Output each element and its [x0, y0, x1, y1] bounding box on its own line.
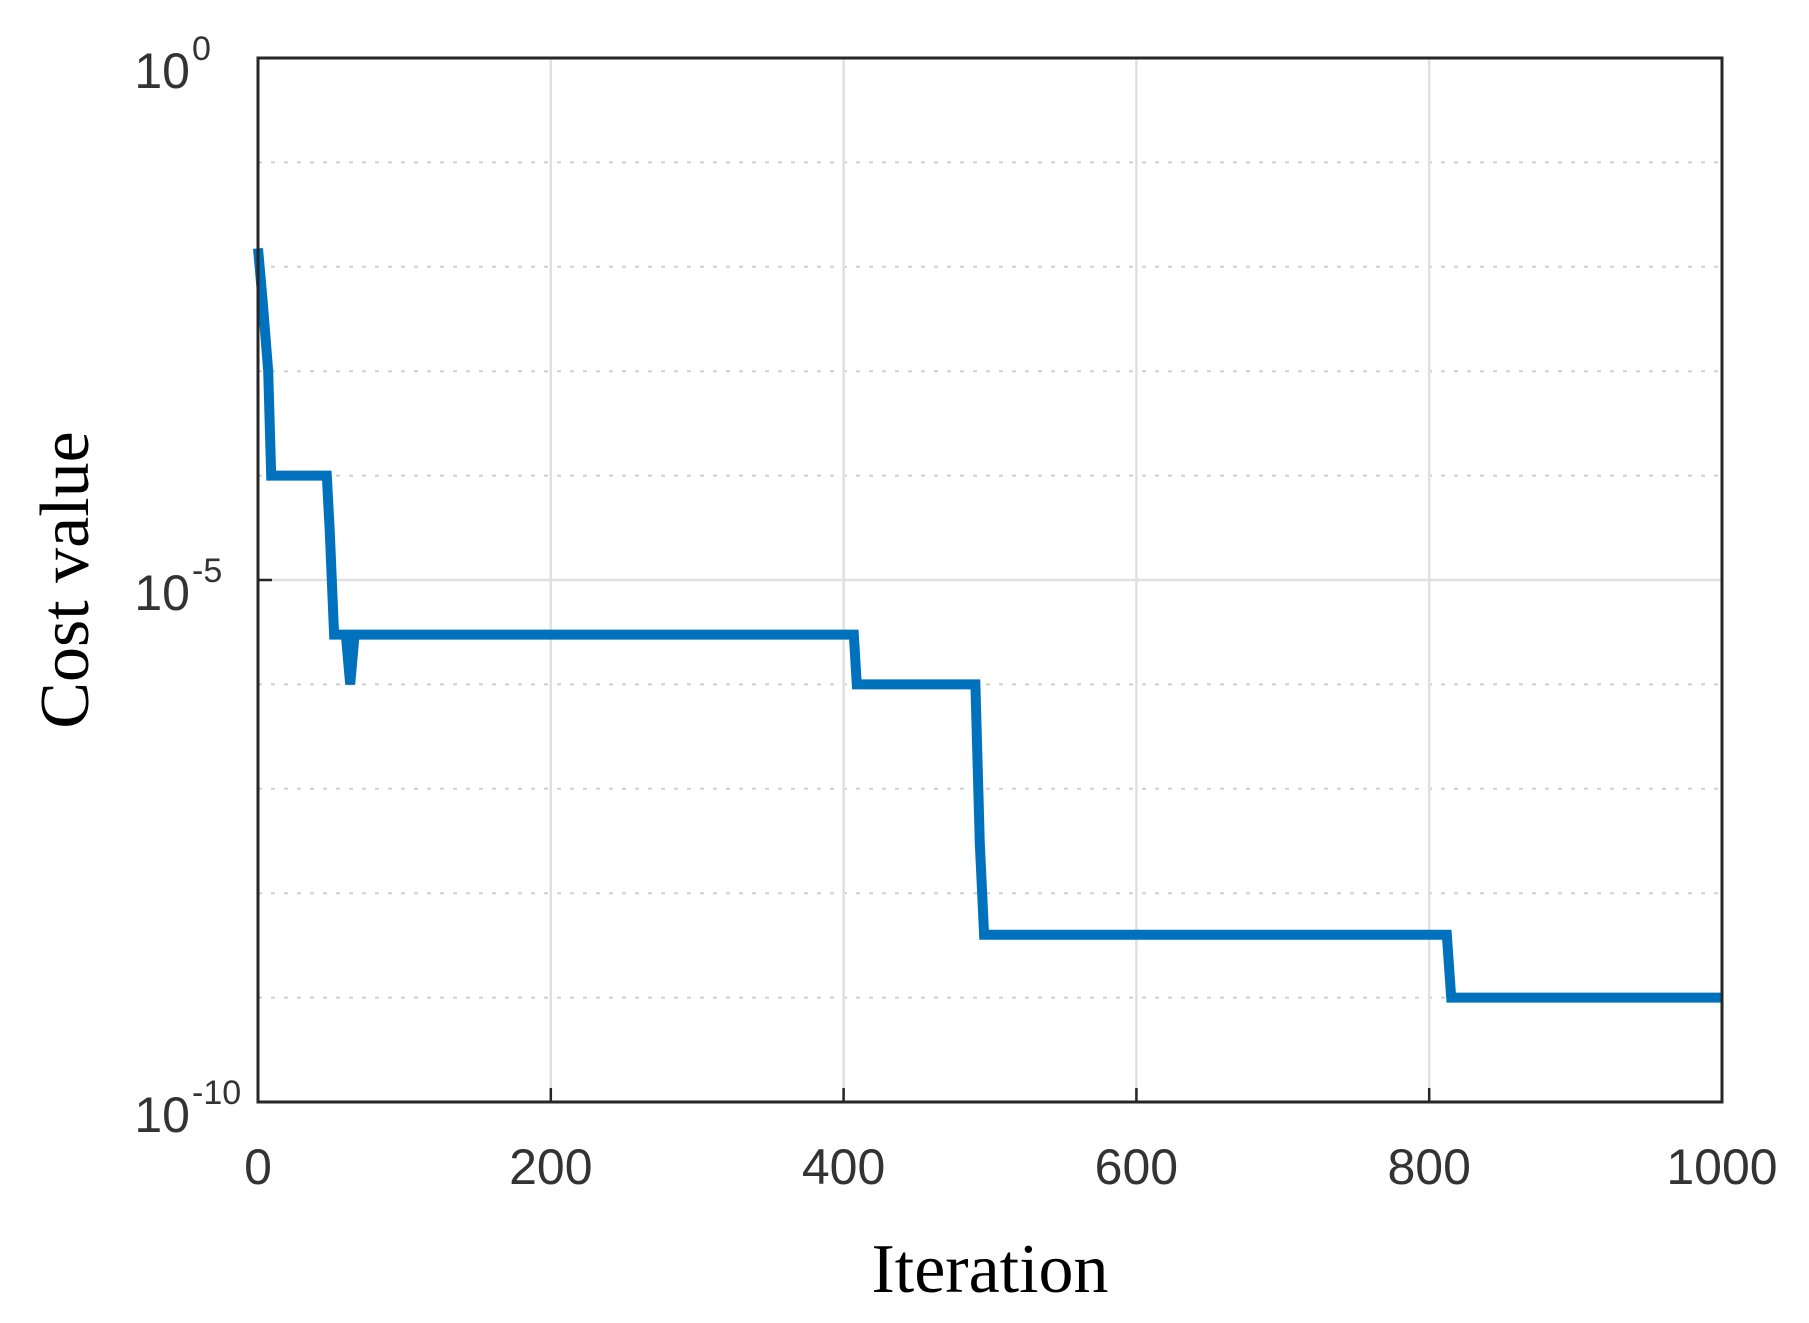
x-tick-label: 600 — [1095, 1139, 1178, 1195]
x-tick-label: 400 — [802, 1139, 885, 1195]
series-line — [253, 247, 1722, 1003]
y-tick-base: 10 — [134, 565, 190, 621]
series-layer — [253, 247, 1722, 1003]
x-tick-label: 0 — [244, 1139, 272, 1195]
y-axis-title: Cost value — [27, 431, 104, 728]
y-tick-label: 10 0 — [134, 30, 211, 99]
y-tick-base: 10 — [134, 43, 190, 99]
y-tick-base: 10 — [134, 1087, 190, 1143]
grid — [258, 58, 1722, 1102]
y-tick-label: 10 -5 — [134, 552, 222, 621]
x-tick-label: 200 — [509, 1139, 592, 1195]
y-tick-exponent: -10 — [192, 1074, 241, 1112]
y-tick-exponent: -5 — [192, 552, 222, 590]
y-tick-exponent: 0 — [192, 30, 211, 68]
x-tick-label: 800 — [1387, 1139, 1470, 1195]
y-tick-label: 10 -10 — [134, 1074, 241, 1143]
x-tick-label: 1000 — [1666, 1139, 1777, 1195]
x-axis-title: Iteration — [871, 1231, 1108, 1308]
